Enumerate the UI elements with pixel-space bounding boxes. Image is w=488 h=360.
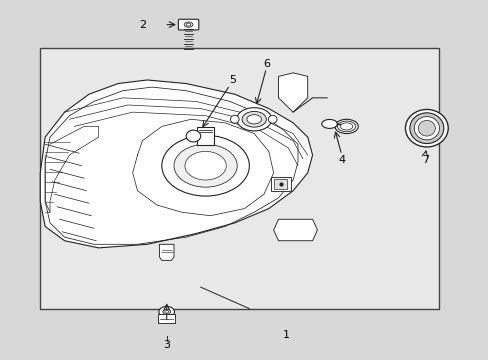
Text: 5: 5 [228, 75, 235, 85]
Polygon shape [159, 244, 174, 260]
Ellipse shape [163, 309, 170, 315]
Ellipse shape [186, 130, 201, 142]
Polygon shape [40, 80, 312, 248]
FancyBboxPatch shape [158, 314, 175, 323]
Ellipse shape [405, 109, 447, 147]
Text: 4: 4 [338, 156, 345, 165]
FancyBboxPatch shape [197, 127, 214, 145]
FancyBboxPatch shape [40, 48, 438, 309]
Ellipse shape [340, 123, 352, 130]
Ellipse shape [186, 23, 190, 26]
Ellipse shape [164, 311, 168, 313]
Text: 6: 6 [263, 59, 269, 69]
Text: 3: 3 [163, 340, 170, 350]
Ellipse shape [417, 120, 434, 136]
Text: 1: 1 [282, 330, 289, 341]
Ellipse shape [159, 306, 174, 317]
FancyBboxPatch shape [271, 177, 290, 191]
Ellipse shape [184, 152, 226, 180]
Ellipse shape [184, 22, 193, 27]
Ellipse shape [242, 111, 266, 127]
Text: 2: 2 [139, 19, 145, 30]
Ellipse shape [321, 120, 337, 129]
Polygon shape [278, 73, 307, 112]
Ellipse shape [334, 119, 358, 134]
Text: 7: 7 [421, 156, 428, 165]
Ellipse shape [236, 108, 271, 131]
Ellipse shape [162, 135, 249, 196]
Ellipse shape [230, 115, 239, 123]
Ellipse shape [174, 144, 237, 187]
Ellipse shape [413, 117, 439, 140]
Polygon shape [273, 219, 317, 241]
Ellipse shape [268, 115, 277, 123]
Ellipse shape [409, 113, 443, 144]
FancyBboxPatch shape [178, 19, 199, 30]
FancyBboxPatch shape [274, 179, 287, 189]
Ellipse shape [337, 121, 355, 132]
Ellipse shape [246, 114, 261, 124]
